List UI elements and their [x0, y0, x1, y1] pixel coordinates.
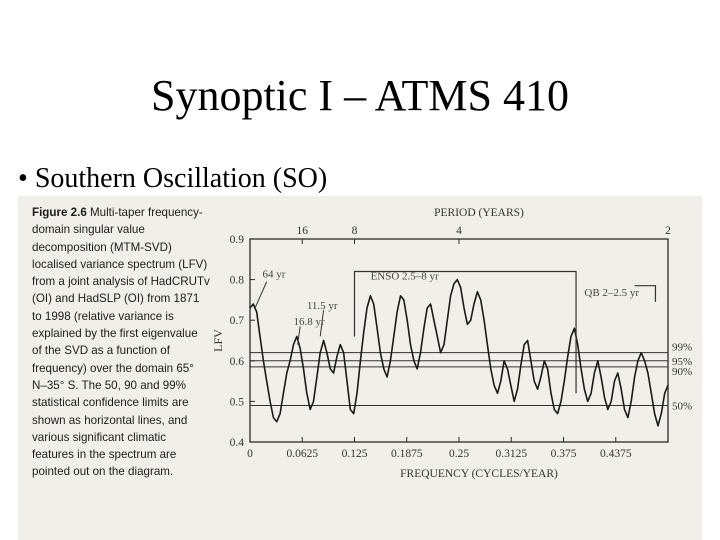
- lfv-spectrum-chart: 0.4 0.5 0.6 0.7 0.8 0.9 0 0.0625 0.125 0.1875 0.25…: [211, 207, 692, 480]
- y-tick-label: 0.7: [230, 315, 245, 327]
- y-tick-label: 0.6: [230, 356, 245, 368]
- confidence-label: 99%: [672, 342, 692, 354]
- annotation-label: QB 2–2.5 yr: [584, 287, 639, 299]
- confidence-label: 90%: [672, 366, 692, 378]
- enso-bracket: [353, 270, 577, 394]
- confidence-label: 95%: [672, 356, 692, 368]
- slide-title: Synoptic I – ATMS 410: [150, 71, 570, 120]
- annotation-pointer: [319, 309, 325, 337]
- lfv-series-line: [249, 278, 669, 427]
- y-tick-label: 0.9: [230, 234, 245, 246]
- period-tick-label: 8: [352, 225, 358, 237]
- y-tick-label: 0.4: [230, 437, 245, 449]
- x-tick-label: 0.25: [449, 448, 469, 460]
- qb-pointer: [634, 285, 657, 302]
- figure-label: Figure 2.6: [32, 206, 87, 219]
- annotation-label: 64 yr: [263, 269, 286, 281]
- confidence-label: 50%: [672, 400, 692, 412]
- x-tick-label: 0.3125: [495, 448, 527, 460]
- period-tick-label: 2: [665, 225, 671, 237]
- annotation-label: 16.8 yr: [293, 316, 325, 328]
- x-tick-label: 0.375: [551, 448, 577, 460]
- x-tick-label: 0.4375: [600, 448, 632, 460]
- y-tick-label: 0.8: [230, 275, 245, 287]
- y-axis-title: LFV: [211, 329, 225, 352]
- x-tick-label: 0.0625: [286, 448, 318, 460]
- top-axis-title: PERIOD (YEARS): [434, 207, 524, 219]
- figure-caption-text: Multi-taper frequency-domain singular va…: [32, 206, 210, 479]
- annotation-label: 11.5 yr: [307, 300, 338, 312]
- x-tick-label: 0.125: [342, 448, 368, 460]
- x-tick-label: 0: [247, 448, 253, 460]
- period-tick-label: 16: [297, 225, 309, 237]
- annotation-label: ENSO 2.5–8 yr: [371, 271, 439, 283]
- x-tick-label: 0.1875: [391, 448, 423, 460]
- annotation-pointer: [254, 281, 268, 309]
- bullet-marker: •: [18, 163, 28, 194]
- period-tick-label: 4: [456, 225, 462, 237]
- bullet-text: Southern Oscillation (SO): [34, 163, 328, 194]
- bullet-item: • Southern Oscillation (SO): [18, 163, 327, 195]
- y-tick-label: 0.5: [230, 396, 245, 408]
- figure-caption: Figure 2.6 Multi-taper frequency-domain …: [32, 204, 210, 481]
- x-axis-title: FREQUENCY (CYCLES/YEAR): [400, 468, 558, 480]
- annotation-pointer: [297, 326, 301, 345]
- plot-frame: [249, 238, 669, 443]
